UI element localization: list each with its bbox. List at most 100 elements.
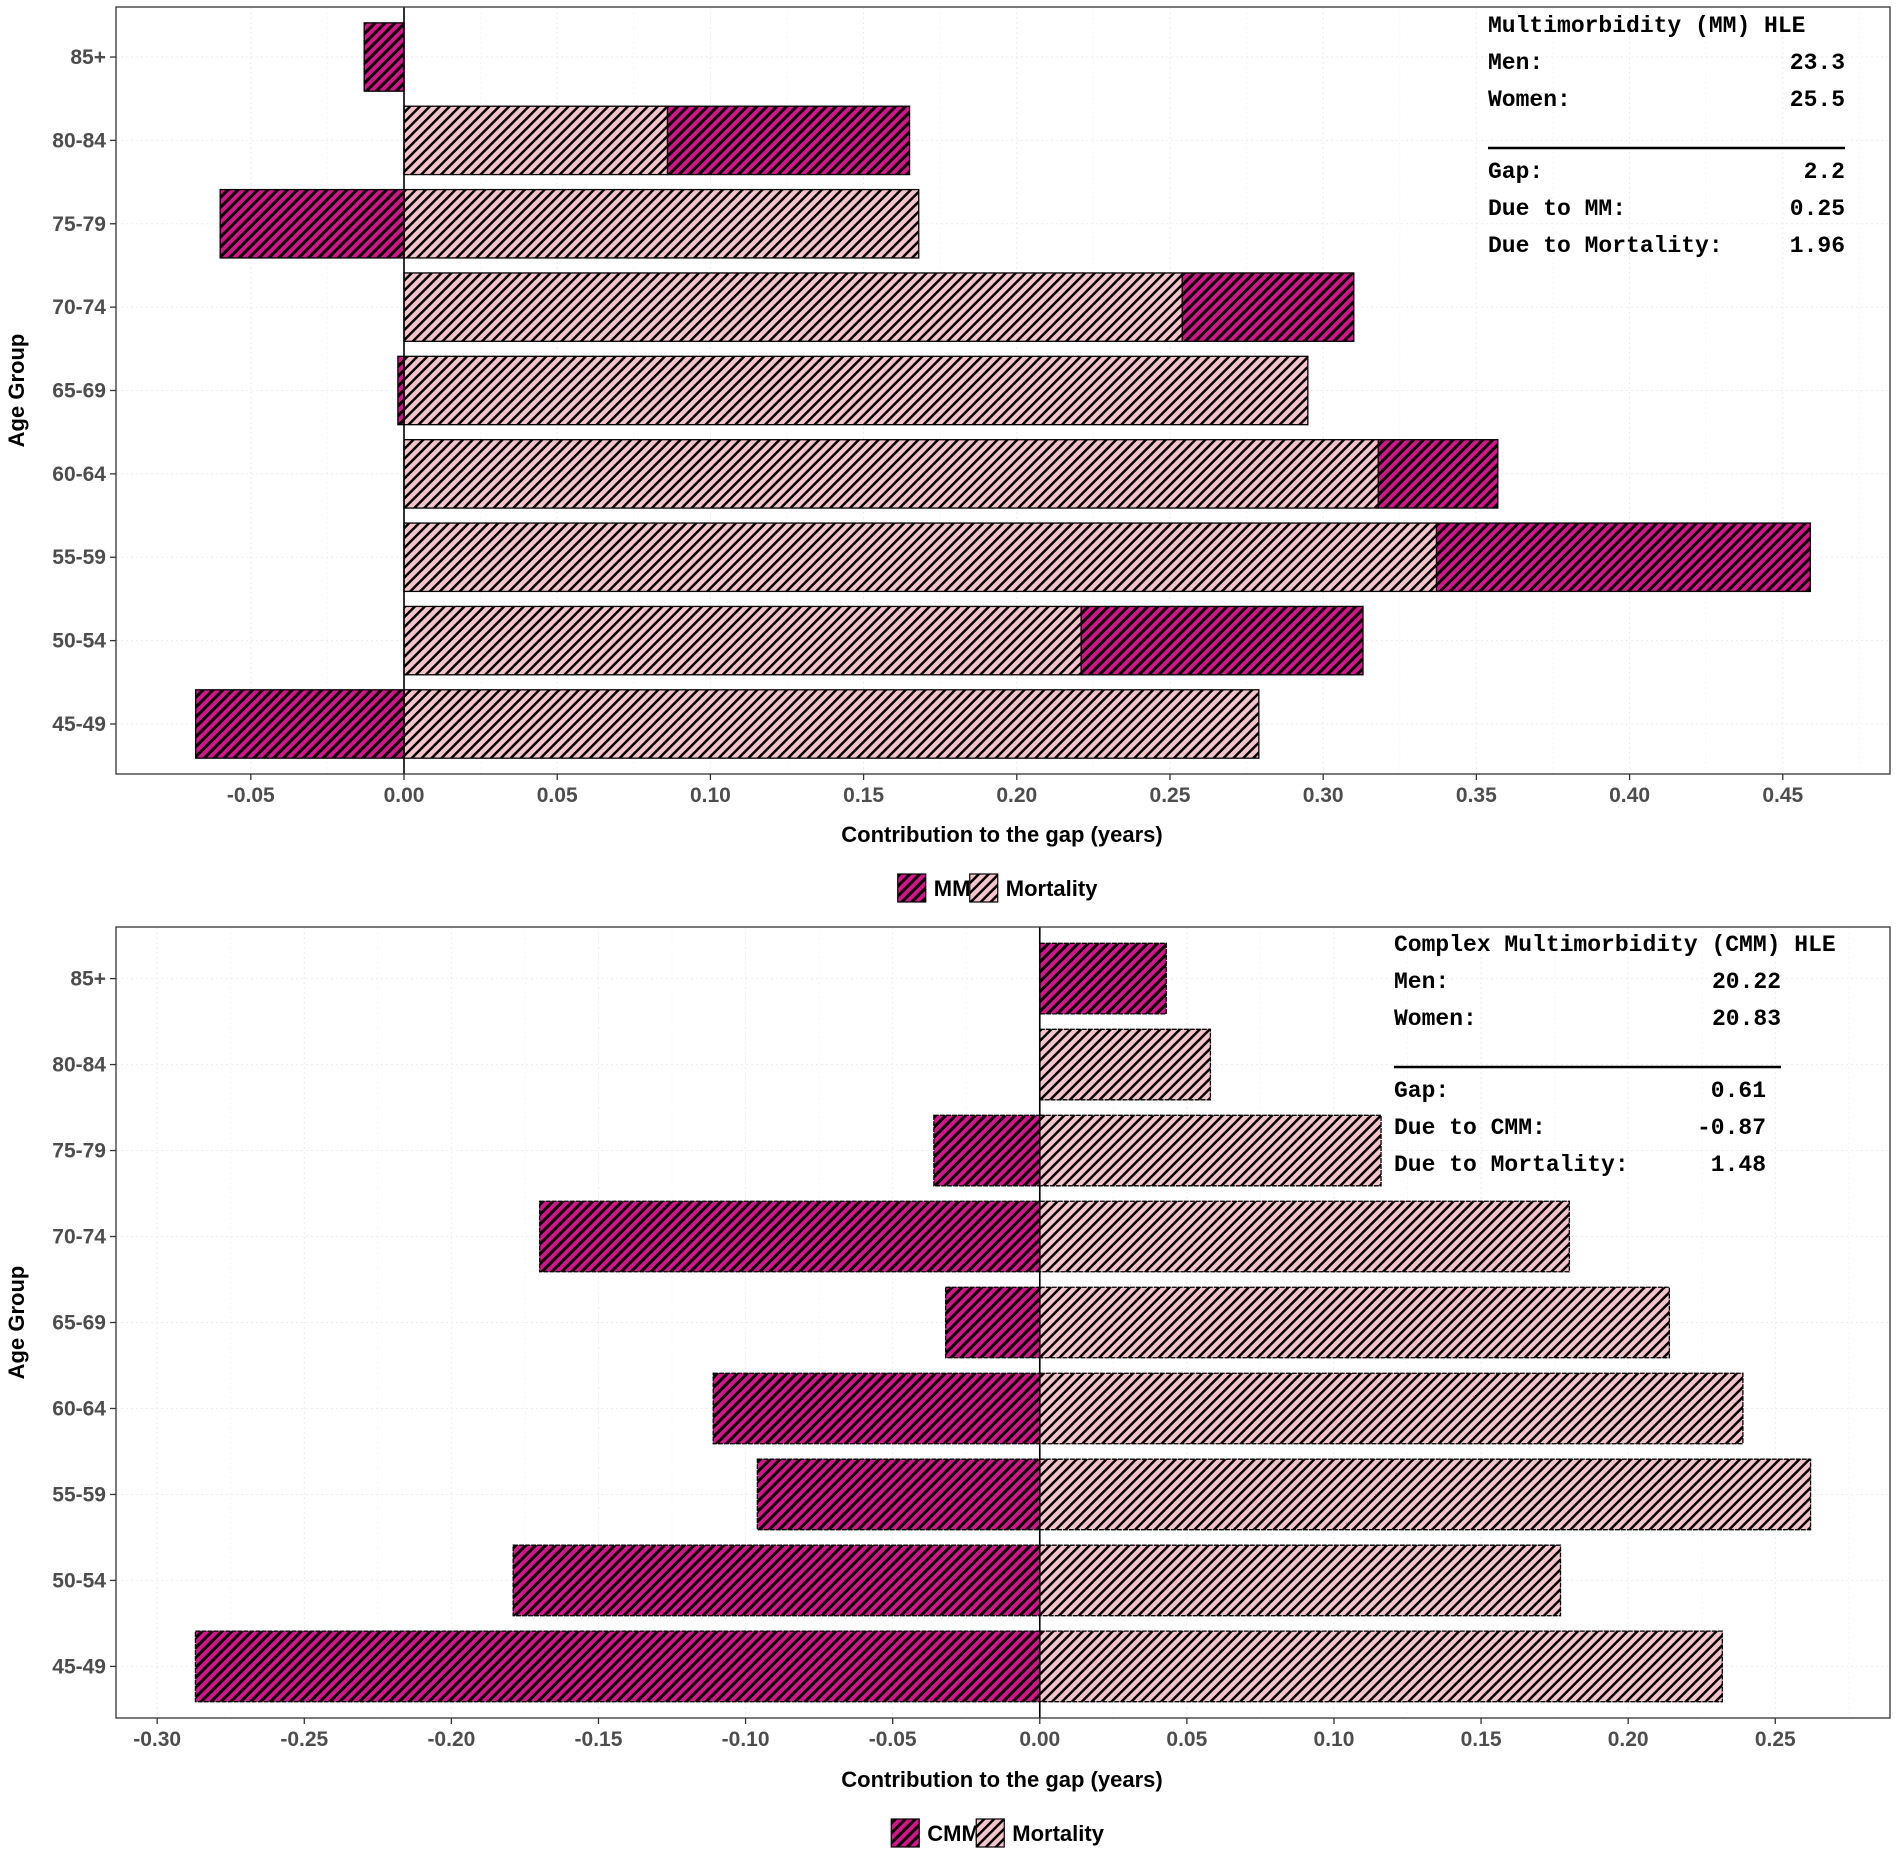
y-tick-label: 75-79 [52,213,106,236]
annotation-value: 1.96 [1790,233,1845,259]
legend-swatch-mortality [975,1818,1005,1848]
legend-swatch-mortality [969,873,999,903]
x-tick-label: -0.25 [280,1728,328,1751]
x-tick-label: 0.40 [1609,784,1650,807]
bar-cmm-45-49 [194,1630,1041,1703]
x-tick-label: -0.15 [575,1728,623,1751]
legend: MM Mortality [897,873,1098,903]
annotation-value: 1.48 [1711,1152,1766,1178]
bar-mm-80-84 [666,105,911,176]
bar-mm-65-69 [397,355,405,426]
x-tick-label: 0.05 [537,784,578,807]
bar-mm-75-79 [219,188,405,259]
x-tick-label: 0.45 [1762,784,1803,807]
y-tick-label: 45-49 [52,1655,106,1678]
bar-cmm-85+ [1039,942,1167,1015]
y-tick-label: 70-74 [52,296,106,319]
annotation-label: Women: [1488,87,1571,113]
bar-mortality-50-54 [403,605,1082,676]
bar-mortality-50-54 [1039,1544,1562,1617]
annotation-value: 25.5 [1790,87,1845,113]
annotation-label: Gap: [1394,1078,1449,1104]
y-tick-label: 65-69 [52,380,106,403]
y-tick-label: 75-79 [52,1140,106,1163]
bar-mortality-80-84 [1039,1028,1212,1101]
bar-mortality-75-79 [1039,1114,1382,1187]
x-tick-label: -0.10 [722,1728,770,1751]
legend-label-cmm: CMM [927,1821,980,1846]
y-tick-label: 50-54 [52,1569,106,1592]
y-tick-label: 50-54 [52,630,106,653]
annotation-label: Women: [1394,1006,1477,1032]
bar-mm-60-64 [1377,439,1499,509]
y-tick-label: 80-84 [52,1054,106,1077]
legend: CMM Mortality [890,1818,1105,1848]
bar-cmm-75-79 [933,1114,1041,1187]
annotation-value: 0.61 [1711,1078,1766,1104]
bar-mortality-65-69 [403,355,1309,426]
annotation-value: -0.87 [1697,1115,1766,1141]
x-axis-title: Contribution to the gap (years) [841,822,1162,847]
x-tick-label: -0.05 [869,1728,917,1751]
annotation-label: Due to MM: [1488,196,1626,222]
y-tick-label: 85+ [70,968,106,991]
bar-cmm-55-59 [756,1458,1041,1531]
x-tick-label: 0.00 [1019,1728,1060,1751]
bar-mortality-45-49 [1039,1630,1723,1703]
bar-mortality-45-49 [403,689,1260,759]
chart-panel-2: 85+ 80-84 75-79 70-74 65-69 60-64 55-59 50-54 45… [4,926,1891,1848]
bar-mortality-70-74 [1039,1200,1570,1273]
bar-mortality-65-69 [1039,1286,1671,1359]
bar-mm-70-74 [1181,272,1355,342]
bar-mortality-75-79 [403,188,920,259]
legend-label-mortality: Mortality [1012,1821,1104,1846]
annotation-value: 0.25 [1790,196,1845,222]
bar-cmm-50-54 [512,1544,1041,1617]
x-tick-label: -0.20 [427,1728,475,1751]
bar-mortality-55-59 [403,522,1438,593]
legend-label-mortality: Mortality [1006,876,1098,901]
bar-mortality-70-74 [403,272,1183,342]
x-tick-label: 0.30 [1303,784,1344,807]
x-tick-label: 0.25 [1150,784,1191,807]
annotation-label: Men: [1394,969,1449,995]
x-tick-label: 0.20 [1608,1728,1649,1751]
annotation-value: 20.22 [1712,969,1781,995]
x-tick-label: 0.00 [384,784,425,807]
y-tick-label: 85+ [70,46,106,69]
chart-panel-1: 85+ 80-84 75-79 70-74 65-69 60-64 55-59 50-54 45… [4,6,1891,903]
y-tick-label: 80-84 [52,129,106,152]
bar-cmm-70-74 [538,1200,1041,1273]
y-axis-title: Age Group [4,1266,29,1380]
x-axis-title: Contribution to the gap (years) [841,1767,1162,1792]
annotation-title: Complex Multimorbidity (CMM) HLE [1394,932,1836,958]
annotation-label: Men: [1488,50,1543,76]
x-tick-label: 0.20 [996,784,1037,807]
y-tick-label: 55-59 [52,1483,106,1506]
x-tick-label: -0.05 [227,784,275,807]
annotation-label: Gap: [1488,159,1543,185]
annotation-value: 23.3 [1790,50,1845,76]
bar-mm-85+ [363,22,405,92]
x-tick-label: 0.10 [1314,1728,1355,1751]
annotation-value: 20.83 [1712,1006,1781,1032]
legend-swatch-cmm [890,1818,920,1848]
bar-cmm-60-64 [712,1372,1041,1445]
legend-swatch-mm [897,873,927,903]
bar-mm-45-49 [195,689,405,759]
bar-mm-50-54 [1080,605,1364,676]
y-tick-label: 55-59 [52,546,106,569]
x-tick-label: 0.15 [1461,1728,1502,1751]
x-tick-label: 0.35 [1456,784,1497,807]
x-tick-label: 0.15 [843,784,884,807]
y-tick-label: 65-69 [52,1312,106,1335]
bar-mm-55-59 [1435,522,1811,593]
bar-mortality-60-64 [403,439,1379,509]
annotation-label: Due to Mortality: [1488,233,1723,259]
x-tick-label: -0.30 [133,1728,181,1751]
x-tick-label: 0.10 [690,784,731,807]
y-tick-label: 70-74 [52,1226,106,1249]
bar-mortality-60-64 [1039,1372,1744,1445]
annotation-label: Due to Mortality: [1394,1152,1629,1178]
